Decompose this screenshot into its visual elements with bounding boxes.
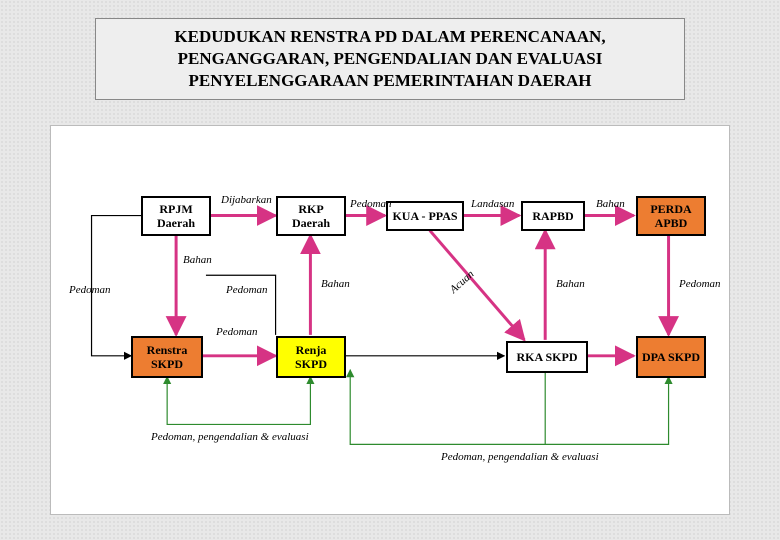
lbl-landasan: Landasan <box>471 198 514 210</box>
node-rkp: RKP Daerah <box>276 196 346 236</box>
lbl-bahan-4: Bahan <box>556 278 585 290</box>
lbl-pedoman-2: Pedoman <box>69 284 111 296</box>
lbl-feedback-1: Pedoman, pengendalian & evaluasi <box>151 431 309 443</box>
lbl-pedoman-5: Pedoman <box>216 326 258 338</box>
lbl-acuan: Acuan <box>448 268 477 296</box>
connectors-svg <box>51 126 729 514</box>
node-dpa: DPA SKPD <box>636 336 706 378</box>
lbl-feedback-2: Pedoman, pengendalian & evaluasi <box>441 451 599 463</box>
diagram: RPJM Daerah RKP Daerah KUA - PPAS RAPBD PERD… <box>51 126 729 514</box>
node-renstra: Renstra SKPD <box>131 336 203 378</box>
lbl-bahan-2: Bahan <box>183 254 212 266</box>
lbl-pedoman-4: Pedoman <box>679 278 721 290</box>
page-title: KEDUDUKAN RENSTRA PD DALAM PERENCANAAN, … <box>106 26 674 92</box>
diagram-canvas: RPJM Daerah RKP Daerah KUA - PPAS RAPBD PERD… <box>50 125 730 515</box>
node-renja: Renja SKPD <box>276 336 346 378</box>
lbl-bahan-1: Bahan <box>596 198 625 210</box>
lbl-dijabarkan: Dijabarkan <box>221 194 272 206</box>
node-rapbd: RAPBD <box>521 201 585 231</box>
lbl-pedoman-3: Pedoman <box>226 284 268 296</box>
node-kua: KUA - PPAS <box>386 201 464 231</box>
node-rpjm: RPJM Daerah <box>141 196 211 236</box>
lbl-pedoman-1: Pedoman <box>350 198 392 210</box>
node-perda: PERDA APBD <box>636 196 706 236</box>
title-box: KEDUDUKAN RENSTRA PD DALAM PERENCANAAN, … <box>95 18 685 100</box>
node-rka: RKA SKPD <box>506 341 588 373</box>
lbl-bahan-3: Bahan <box>321 278 350 290</box>
